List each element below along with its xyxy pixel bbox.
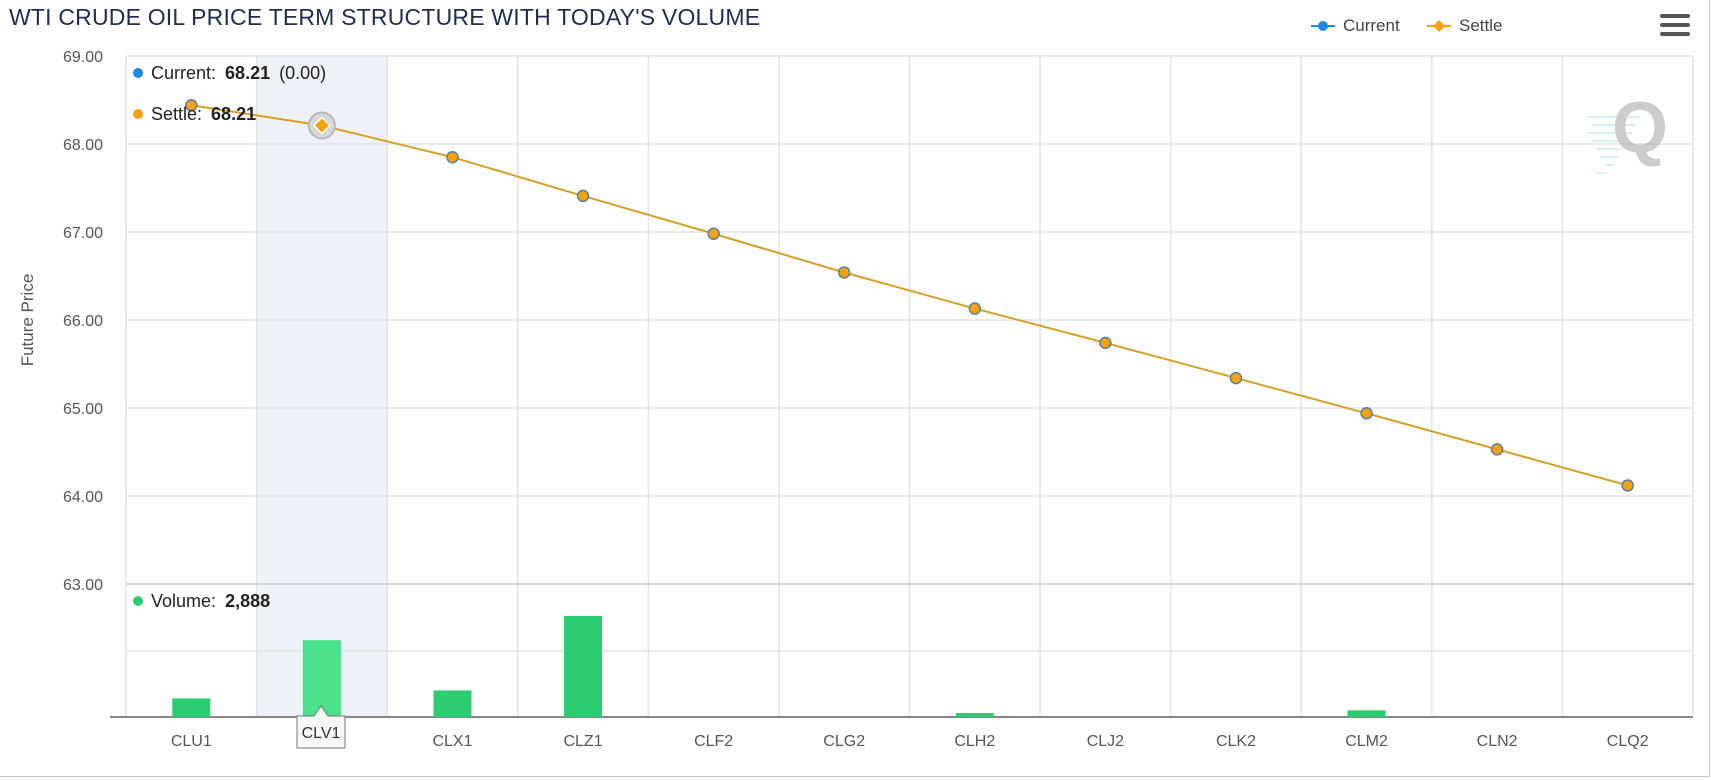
svg-text:Volume: 2,888: Volume: 2,888 (151, 591, 270, 611)
highlight-band (256, 56, 388, 717)
settle-point-clk2[interactable] (1229, 371, 1243, 385)
volume-bar-clm2[interactable] (1347, 710, 1386, 717)
price-tooltip: Current: 68.21 (0.00) Settle: 68.21 (133, 63, 326, 124)
x-axis-tick-labels: CLU1CLV1CLX1CLZ1CLF2CLG2CLH2CLJ2CLK2CLM2… (171, 733, 1649, 750)
x-tick-label-clm2: CLM2 (1345, 733, 1388, 750)
hamburger-menu-icon[interactable] (1660, 14, 1690, 40)
current-dot-icon (133, 68, 143, 78)
current-legend-marker-icon (1311, 21, 1335, 31)
legend-label-settle: Settle (1459, 16, 1503, 35)
svg-text:Q: Q (1612, 88, 1668, 168)
settle-point-clq2[interactable] (1621, 479, 1634, 492)
y-axis-tick-labels: 69.00 68.00 67.00 66.00 65.00 64.00 63.00 (63, 49, 103, 594)
chart-title: WTI CRUDE OIL PRICE TERM STRUCTURE WITH … (9, 4, 761, 30)
tooltip-settle-label: Settle: (151, 104, 202, 124)
settle-point-clu1[interactable] (185, 99, 198, 112)
settle-point-clm2[interactable] (1360, 407, 1373, 420)
volume-dot-icon (133, 596, 143, 606)
x-tick-label-clh2: CLH2 (954, 733, 995, 750)
x-tick-label-clz1: CLZ1 (563, 733, 602, 750)
x-tick-label-clx1: CLX1 (432, 733, 472, 750)
x-tick-label-clj2: CLJ2 (1087, 733, 1124, 750)
volume-bars (172, 615, 1386, 717)
tooltip-volume-label: Volume: (151, 591, 216, 611)
settle-series-line (191, 104, 1628, 487)
hover-marker (307, 111, 336, 140)
y-tick-label: 66.00 (63, 313, 103, 330)
settle-legend-marker-icon (1427, 20, 1451, 32)
settle-point-clj2[interactable] (1099, 336, 1112, 350)
svg-text:Current: 68.21 (0.: Current: 68.21 (0.00) (151, 63, 326, 83)
tooltip-current-label: Current: (151, 63, 216, 83)
legend-item-settle[interactable]: Settle (1427, 15, 1502, 37)
y-tick-label: 67.00 (63, 225, 103, 242)
y-tick-label: 65.00 (63, 401, 103, 418)
tooltip-volume-value: 2,888 (225, 591, 270, 611)
x-tick-label-clq2: CLQ2 (1607, 733, 1649, 750)
settle-point-clz1[interactable] (576, 189, 590, 203)
settle-series-markers (185, 99, 1634, 492)
y-tick-label: 69.00 (63, 49, 103, 66)
x-tick-label-cln2: CLN2 (1477, 733, 1518, 750)
tooltip-current-change: (0.00) (279, 63, 326, 83)
svg-text:Settle: 68.21: Settle: 68.21 (151, 104, 256, 124)
tooltip-current-value: 68.21 (225, 63, 270, 83)
volume-bar-clz1[interactable] (564, 615, 603, 717)
legend-label-current: Current (1343, 16, 1400, 35)
x-tick-label-clg2: CLG2 (823, 733, 865, 750)
q-watermark-logo: Q (1588, 88, 1668, 174)
settle-point-clh2[interactable] (968, 302, 982, 315)
y-tick-label: 63.00 (63, 577, 103, 594)
volume-bar-clh2[interactable] (955, 713, 994, 717)
volume-bar-clu1[interactable] (172, 698, 211, 717)
x-crosshair-label: CLV1 (296, 705, 346, 749)
vertical-gridlines (125, 56, 1694, 717)
volume-tooltip: Volume: 2,888 (133, 591, 270, 611)
tooltip-settle-value: 68.21 (211, 104, 256, 124)
y-tick-label: 68.00 (63, 137, 103, 154)
x-tick-label-clf2: CLF2 (694, 733, 733, 750)
y-axis-title: Future Price (18, 274, 37, 367)
settle-point-clg2[interactable] (837, 266, 851, 279)
legend-item-current[interactable]: Current (1311, 15, 1400, 37)
x-tick-label-clu1: CLU1 (171, 733, 212, 750)
settle-point-cln2[interactable] (1490, 443, 1504, 456)
settle-dot-icon (133, 109, 143, 119)
x-tick-label-clk2: CLK2 (1216, 733, 1256, 750)
volume-bar-clv1[interactable] (302, 640, 341, 717)
volume-bar-clx1[interactable] (433, 690, 472, 717)
settle-point-clv1[interactable] (312, 116, 331, 135)
y-tick-label: 64.00 (63, 489, 103, 506)
settle-point-clx1[interactable] (446, 150, 459, 164)
svg-text:CLV1: CLV1 (302, 725, 341, 742)
settle-point-clf2[interactable] (707, 227, 720, 241)
